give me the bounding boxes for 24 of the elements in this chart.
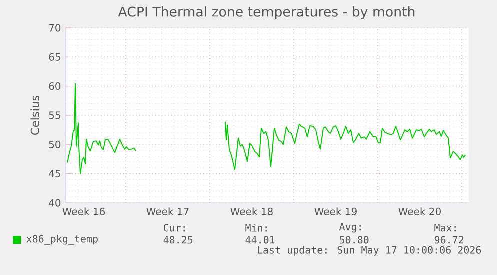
text: 96.72: [434, 236, 464, 244]
y-tick-label: 45: [49, 170, 60, 178]
x-tick-label: Week 20: [398, 208, 441, 216]
y-tick-label: 55: [49, 112, 60, 120]
chart-title: ACPI Thermal zone temperatures - by month: [118, 6, 415, 20]
x-tick-label: Week 16: [62, 208, 106, 216]
text: 50.80: [340, 236, 369, 244]
text: Max:: [434, 224, 456, 232]
text: Min:: [246, 224, 267, 232]
legend-label: x86_pkg_temp: [26, 235, 98, 245]
y-tick-label: 60: [49, 82, 61, 90]
y-axis-title: Celsius: [30, 96, 40, 135]
text: 44.01: [246, 236, 275, 244]
x-tick-label: Week 18: [230, 208, 273, 216]
text: 48.25: [164, 236, 193, 244]
text: Last update: Sun May 17 10:00:06 2026: [258, 246, 482, 256]
text: Avg:: [339, 223, 361, 233]
y-tick-label: 65: [49, 53, 60, 61]
x-tick-label: Week 17: [146, 208, 189, 216]
y-tick-label: 70: [49, 24, 61, 32]
text: Cur:: [164, 224, 185, 232]
x-tick-label: Week 19: [314, 208, 357, 216]
y-tick-label: 40: [49, 199, 61, 207]
y-tick-label: 50: [49, 140, 61, 148]
